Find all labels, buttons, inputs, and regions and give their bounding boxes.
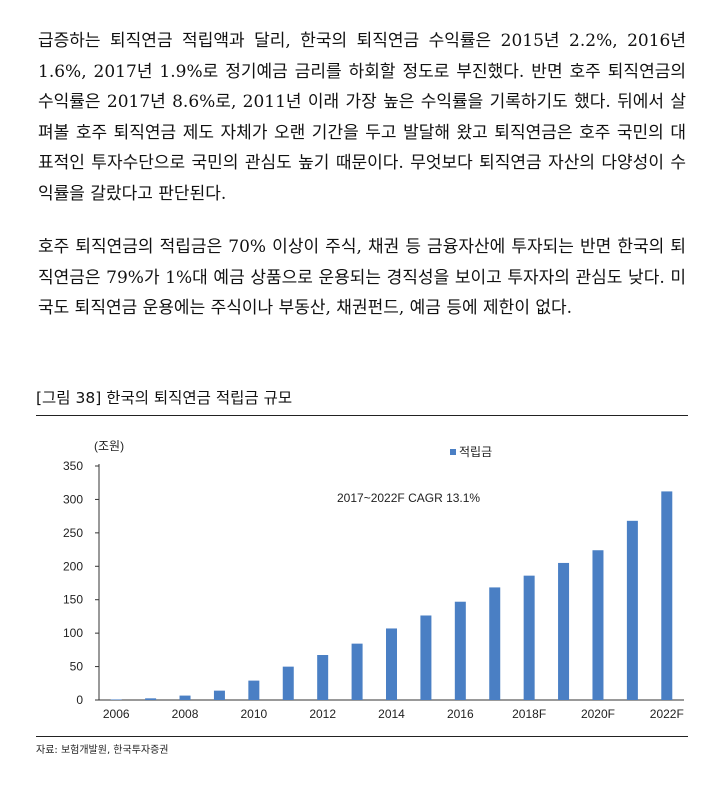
y-tick-label: 150: [63, 593, 83, 607]
x-tick-label: 2018F: [512, 707, 546, 721]
figure-source: 자료: 보험개발원, 한국투자증권: [36, 745, 169, 756]
bar-2014: [386, 628, 397, 700]
bar-2021F: [626, 520, 638, 700]
x-tick-label: 2016: [447, 707, 474, 721]
figure-top-rule: [36, 415, 688, 416]
bar-2012: [317, 655, 329, 700]
y-tick-label: 0: [76, 693, 83, 707]
y-tick-label: 300: [63, 492, 83, 506]
y-unit-label: (조원): [94, 439, 124, 453]
bar-2011: [282, 666, 294, 700]
pension-reserve-chart: 0 50 100 150 200 250 300 350 (조원) 2006 2008 2010 201…: [63, 439, 684, 721]
y-tick-label: 350: [63, 459, 83, 473]
x-tick-label: 2014: [378, 707, 405, 721]
x-tick-label: 2022F: [650, 707, 684, 721]
x-tick-label: 2008: [172, 707, 199, 721]
bar-2013: [351, 643, 363, 700]
bar-2020F: [592, 550, 604, 700]
bar-2018F: [523, 575, 535, 700]
bar-2017: [489, 587, 501, 700]
bar-2009: [213, 690, 225, 700]
bar-2015: [420, 615, 432, 700]
x-tick-label: 2012: [309, 707, 336, 721]
paragraph-asset-allocation: 호주 퇴직연금의 적립금은 70% 이상이 주식, 채권 등 금융자산에 투자되…: [38, 237, 686, 318]
bar-2006: [110, 699, 122, 700]
figure-bottom-rule: [36, 736, 688, 737]
legend-swatch: [450, 449, 456, 455]
bar-2019F: [558, 562, 570, 700]
x-tick-label: 2010: [240, 707, 267, 721]
y-tick-label: 250: [63, 526, 83, 540]
bar-2010: [248, 680, 260, 700]
y-tick-label: 200: [63, 559, 83, 573]
y-tick-label: 50: [70, 660, 84, 674]
cagr-annotation: 2017~2022F CAGR 13.1%: [337, 491, 480, 505]
legend-label: 적립금: [459, 445, 492, 459]
paragraph-returns: 급증하는 퇴직연금 적립액과 달리, 한국의 퇴직연금 수익률은 2015년 2…: [38, 31, 686, 204]
bar-2022F: [661, 491, 673, 700]
y-tick-label: 100: [63, 626, 83, 640]
x-tick-label: 2020F: [581, 707, 615, 721]
figure-title: [그림 38] 한국의 퇴직연금 적립금 규모: [36, 389, 293, 407]
bar-2008: [179, 695, 191, 700]
bar-2007: [145, 698, 157, 700]
x-tick-label: 2006: [103, 707, 130, 721]
bar-2016: [454, 601, 466, 700]
